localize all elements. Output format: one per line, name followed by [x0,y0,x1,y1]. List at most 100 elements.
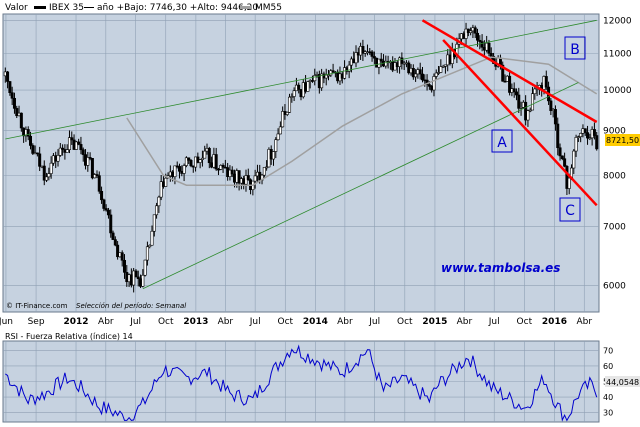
candle-body-163 [377,58,381,68]
rsi-tick-70: 70 [603,346,613,355]
candle-body-57 [134,270,138,278]
current-price-label: 8721,50 [606,136,639,145]
y-tick-7000: 7000 [603,223,626,233]
candle-body-120 [278,126,282,135]
candle-body-197 [455,43,459,58]
x-tick-0: Jun [0,317,13,327]
candle-body-208 [480,41,484,48]
candle-body-132 [306,81,310,92]
candle-body-189 [437,72,441,74]
candle-body-118 [274,139,278,152]
candle-body-117 [271,151,275,160]
candle-body-224 [517,94,521,109]
candle-body-67 [157,196,161,207]
candle-body-7 [19,112,23,129]
candle-body-164 [379,58,383,62]
candle-body-222 [512,88,516,93]
candle-body-34 [81,149,85,155]
candle-body-253 [583,128,587,133]
candle-body-3 [10,92,14,99]
candle-body-109 [253,175,257,182]
annotation-a: A [497,135,507,151]
candle-body-89 [207,148,211,164]
candle-body-166 [384,60,388,67]
candle-body-48 [113,239,117,246]
candle-body-4 [12,97,16,109]
annotation-box-b [564,36,586,60]
candle-body-150 [347,64,351,72]
legend-item-mm55: MM55 [240,3,282,13]
candle-body-52 [122,259,126,273]
candle-body-255 [588,137,592,140]
candle-body-188 [434,72,438,77]
candle-body-41 [97,175,101,192]
x-tick-12: Jul [368,317,380,327]
candle-body-138 [320,73,324,89]
candle-body-23 [56,155,60,162]
candle-body-246 [567,177,571,189]
candle-body-160 [370,51,374,57]
green-channel-upper [5,19,597,140]
x-tick-14: 2015 [422,317,447,327]
candle-body-124 [288,96,292,113]
candle-body-128 [297,84,301,90]
legend-label-mm55: MM55 [255,3,282,13]
x-tick-8: Jul [249,317,261,327]
candle-body-125 [290,96,294,98]
y-tick-9000: 9000 [603,126,626,136]
candle-body-1 [6,71,10,82]
candle-body-38 [90,158,94,179]
candle-body-2 [8,81,12,93]
candle-body-33 [79,144,83,151]
candle-body-207 [478,39,482,42]
candle-body-251 [579,133,583,137]
candle-body-230 [531,93,535,111]
candle-body-244 [563,158,567,167]
candle-body-153 [354,52,358,64]
candle-body-192 [443,64,447,67]
red-channel-lower [442,39,598,207]
candle-body-182 [420,73,424,81]
candle-body-179 [414,73,418,78]
candle-body-39 [93,174,97,179]
candle-body-62 [145,246,149,261]
candle-body-58 [136,276,140,280]
candle-body-46 [109,214,113,234]
candle-body-76 [178,166,182,172]
candle-body-240 [553,109,557,125]
candle-body-211 [487,42,491,54]
candle-body-43 [102,199,106,209]
candle-body-36 [86,157,90,166]
candle-body-47 [111,232,115,240]
candle-body-156 [361,46,365,54]
y-tick-8000: 8000 [603,171,626,181]
y-tick-12000: 12000 [603,16,632,26]
annotation-box-c [559,197,581,222]
candle-body-51 [120,252,124,261]
candle-body-12 [31,145,35,154]
x-tick-7: Abr [218,317,234,327]
candle-body-24 [58,147,62,156]
candle-body-14 [35,152,39,155]
x-tick-5: Oct [158,317,174,327]
y-tick-10000: 10000 [603,86,632,96]
candle-body-250 [576,136,580,138]
candle-body-70 [164,177,168,187]
candle-body-119 [276,133,280,141]
candle-body-11 [29,135,33,146]
candle-body-79 [184,157,188,166]
annotation-c: C [565,203,575,219]
candle-body-212 [489,52,493,57]
y-tick-6000: 6000 [603,282,626,292]
candle-body-187 [432,76,436,91]
candle-body-40 [95,174,99,176]
legend-item-ibex: IBEX 35 [34,3,84,13]
candle-body-228 [526,110,530,121]
candle-body-65 [152,214,156,232]
candle-body-254 [586,132,590,139]
candle-body-126 [292,90,296,97]
x-tick-9: Oct [278,317,294,327]
candle-body-5 [15,108,19,117]
